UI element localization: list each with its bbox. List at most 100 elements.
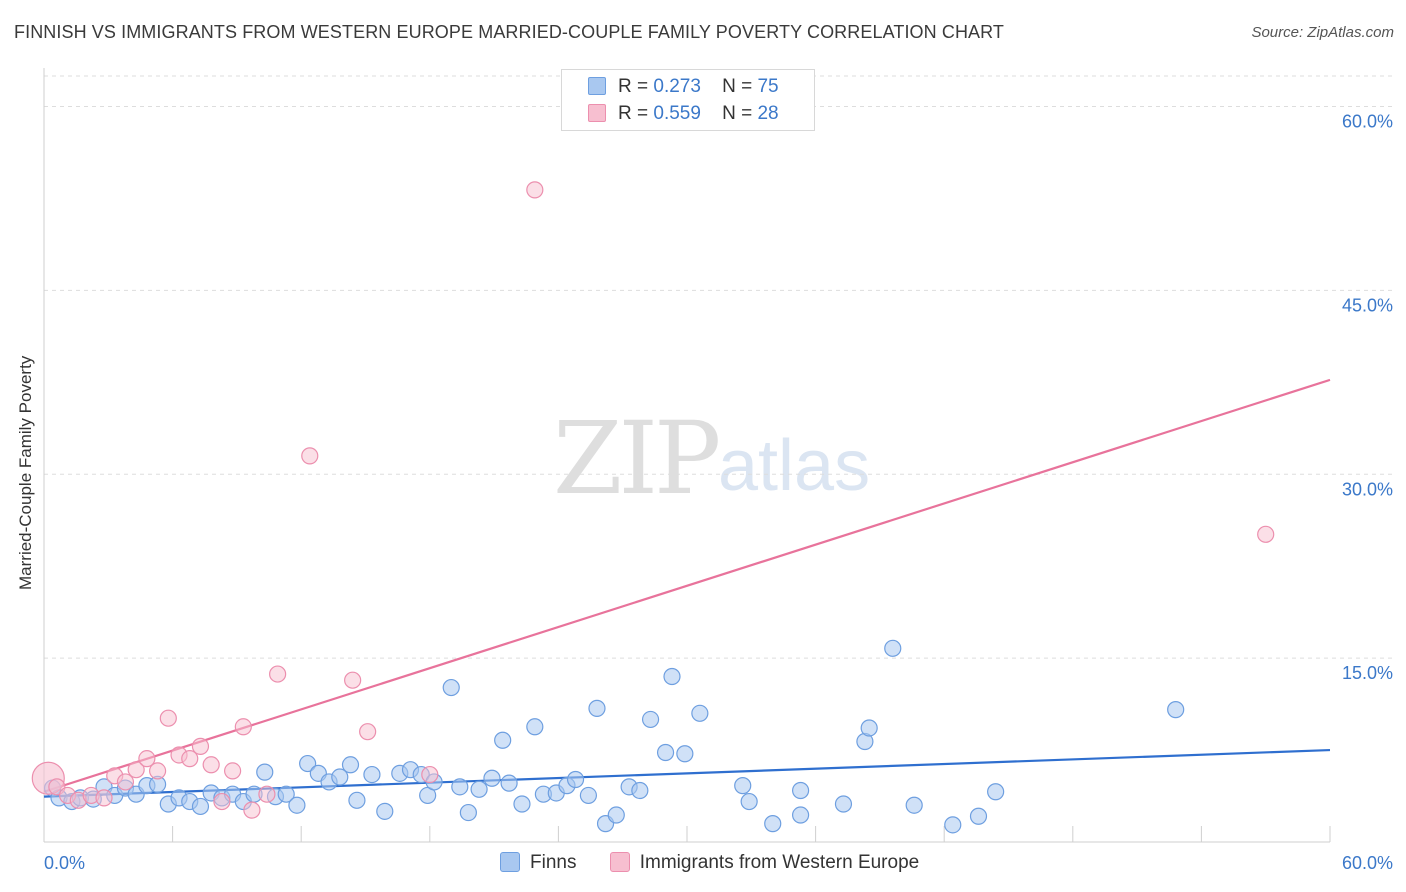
finns-swatch: [588, 77, 606, 95]
bottom-legend-finns: Finns: [500, 852, 576, 874]
immigrants-point: [127, 761, 145, 779]
immigrants-point: [148, 762, 167, 780]
finns-point: [191, 797, 210, 816]
immigrants-point: [526, 181, 544, 199]
source-label: Source: ZipAtlas.com: [1251, 24, 1394, 41]
finns-point: [288, 796, 306, 814]
immigrants-swatch: [588, 104, 606, 122]
finns-point: [860, 719, 878, 737]
finns-legend-label: Finns: [530, 852, 577, 873]
immigrants-point: [243, 801, 261, 819]
y-tick-label: 15.0%: [1342, 663, 1393, 683]
finns-legend-swatch: [500, 852, 520, 872]
y-axis-label: Married-Couple Family Poverty: [16, 355, 35, 590]
finns-point: [740, 792, 758, 811]
finns-point: [277, 785, 295, 803]
finns-point: [588, 699, 606, 717]
finns-r-value: 0.273: [653, 76, 701, 97]
finns-point: [663, 667, 681, 686]
finns-point: [691, 704, 709, 722]
finns-point: [348, 791, 366, 809]
finns-point: [791, 781, 810, 800]
finns-point: [513, 795, 531, 813]
finns-points: [43, 639, 1185, 834]
y-axis-label-wrap: Married-Couple Family Poverty: [16, 221, 36, 590]
finns-point: [363, 765, 381, 784]
y-tick-label: 60.0%: [1342, 112, 1393, 132]
finns-point: [376, 802, 394, 820]
finns-point: [834, 795, 853, 813]
finns-point: [987, 783, 1005, 801]
immigrants-point: [202, 756, 220, 774]
immigrants-point: [159, 709, 177, 727]
finns-point: [579, 786, 598, 805]
finns-n-label: N =: [722, 76, 753, 97]
immigrants-point: [191, 737, 210, 755]
finns-point: [656, 743, 675, 762]
immigrants-point: [301, 447, 319, 465]
legend: R = 0.273 N = 75 R = 0.559 N = 28: [561, 69, 815, 131]
finns-point: [607, 806, 625, 824]
immigrants-point: [116, 773, 135, 791]
immigrants-point: [269, 665, 287, 683]
immigrants-point: [421, 765, 439, 784]
finns-point: [676, 745, 694, 763]
y-tick-label: 30.0%: [1342, 479, 1393, 499]
finns-point: [494, 731, 512, 749]
finns-point: [442, 678, 460, 697]
finns-point: [884, 639, 902, 657]
finns-point: [341, 756, 360, 774]
finns-r-label: R =: [618, 76, 649, 97]
immigrants-point: [95, 789, 113, 807]
finns-point: [734, 777, 752, 795]
immigrants-point: [224, 762, 242, 780]
watermark-atlas: atlas: [718, 426, 871, 506]
x-tick-label: 60.0%: [1342, 853, 1393, 873]
immigrants-legend-label: Immigrants from Western Europe: [639, 852, 920, 873]
finns-point: [299, 754, 317, 773]
legend-row-finns: R = 0.273 N = 75: [588, 76, 779, 98]
immigrants-point: [344, 671, 362, 689]
immigrants-points: [31, 181, 1275, 819]
finns-point: [483, 769, 501, 787]
finns-point: [791, 806, 810, 824]
trend-lines: [43, 378, 1331, 798]
finns-point: [451, 778, 469, 796]
axes: [43, 68, 1331, 843]
finns-point: [331, 768, 349, 786]
immigrants-point: [359, 723, 377, 741]
finns-point: [526, 718, 544, 736]
finns-point: [566, 770, 585, 789]
bottom-legend-immigrants: Immigrants from Western Europe: [609, 852, 920, 874]
finns-point: [969, 807, 988, 825]
x-tick-label: 0.0%: [44, 853, 85, 873]
immigrants-legend-swatch: [609, 852, 630, 872]
finns-point: [944, 816, 962, 834]
immigrants-point: [213, 792, 231, 811]
y-tick-label: 45.0%: [1342, 295, 1393, 315]
immigrants-r-value: 0.559: [653, 103, 701, 124]
finns-point: [1167, 701, 1185, 719]
legend-row-immigrants: R = 0.559 N = 28: [588, 103, 779, 125]
finns-point: [764, 815, 782, 833]
immigrants-point: [1257, 525, 1275, 543]
finns-point: [905, 796, 923, 814]
finns-point: [256, 763, 274, 781]
immigrants-point: [234, 718, 252, 736]
finns-point: [641, 710, 660, 729]
immigrants-trendline: [43, 378, 1331, 793]
finns-point: [459, 803, 477, 822]
immigrants-r-label: R =: [618, 103, 649, 124]
immigrants-point: [138, 750, 156, 768]
watermark-zip: ZIP: [553, 400, 721, 517]
immigrants-point: [258, 785, 276, 803]
chart-title: FINNISH VS IMMIGRANTS FROM WESTERN EUROP…: [14, 22, 1005, 42]
finns-point: [631, 781, 649, 800]
bottom-legend: Finns Immigrants from Western Europe: [500, 852, 947, 874]
immigrants-point: [181, 750, 199, 768]
grid-lines: [44, 75, 1394, 659]
immigrants-n-label: N =: [722, 103, 753, 124]
finns-point: [470, 780, 488, 798]
immigrants-n-value: 28: [757, 103, 779, 124]
